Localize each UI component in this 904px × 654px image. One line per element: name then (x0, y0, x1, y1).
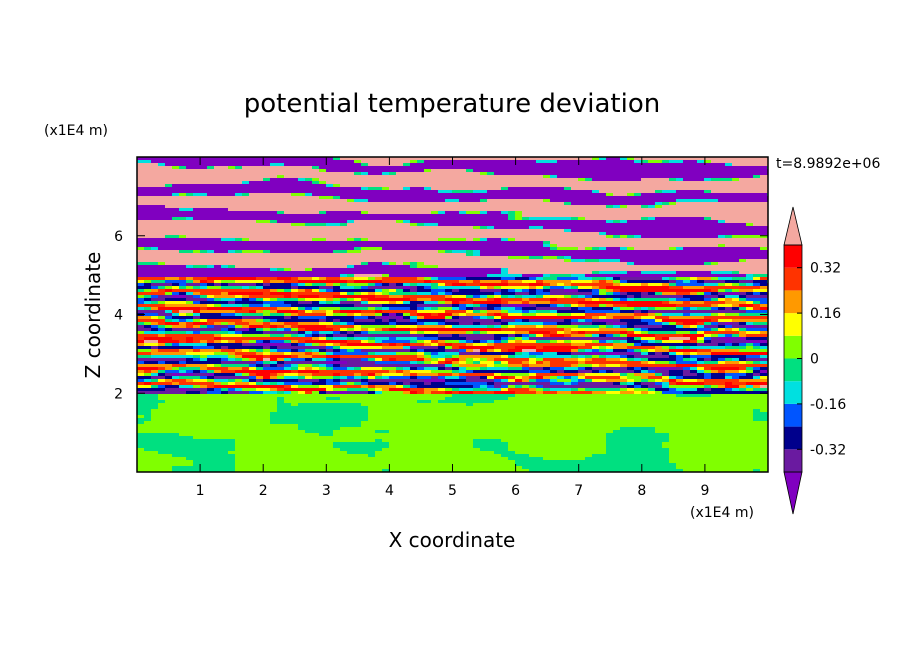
colorbar: 0.32 0.16 0 -0.16 -0.32 (783, 206, 846, 515)
colorbar-tick-label: 0 (810, 352, 819, 368)
colorbar-band (784, 381, 802, 404)
colorbar-band (784, 449, 802, 472)
x-tick-label: 8 (637, 483, 646, 499)
colorbar-tick-label: -0.32 (810, 442, 846, 458)
y-axis: 2 4 6 (114, 229, 768, 402)
y-axis-label: Z coordinate (81, 252, 105, 379)
colorbar-band (784, 358, 802, 382)
x-tick-label: 6 (511, 483, 520, 499)
y-tick-label: 4 (114, 308, 123, 324)
x-tick-label: 2 (259, 483, 268, 499)
colorbar-band (784, 313, 802, 336)
colorbar-extend-min (783, 471, 803, 515)
contour-field (137, 157, 768, 472)
x-tick-label: 3 (322, 483, 331, 499)
x-tick-label: 7 (574, 483, 583, 499)
x-tick-label: 9 (700, 483, 709, 499)
x-tick-label: 5 (448, 483, 457, 499)
colorbar-band (784, 335, 802, 359)
y-tick-label: 6 (114, 229, 123, 245)
y-tick-label: 2 (114, 386, 123, 402)
colorbar-band (784, 245, 802, 268)
time-label: t=8.9892e+06 (776, 156, 880, 172)
colorbar-band (784, 267, 802, 291)
x-tick-label: 1 (196, 483, 205, 499)
colorbar-band (784, 426, 802, 450)
colorbar-band (784, 290, 802, 314)
colorbar-tick-label: 0.32 (810, 261, 841, 277)
colorbar-band (784, 403, 802, 427)
colorbar-extend-max (783, 206, 803, 246)
x-tick-label: 4 (385, 483, 394, 499)
colorbar-tick-label: 0.16 (810, 306, 841, 322)
y-unit-label: (x1E4 m) (44, 123, 108, 139)
chart-title: potential temperature deviation (244, 89, 660, 119)
colorbar-tick-label: -0.16 (810, 397, 846, 413)
x-axis: 1 2 3 4 5 6 7 8 9 (196, 157, 709, 499)
x-axis-label: X coordinate (389, 528, 516, 552)
x-unit-label: (x1E4 m) (690, 505, 754, 521)
